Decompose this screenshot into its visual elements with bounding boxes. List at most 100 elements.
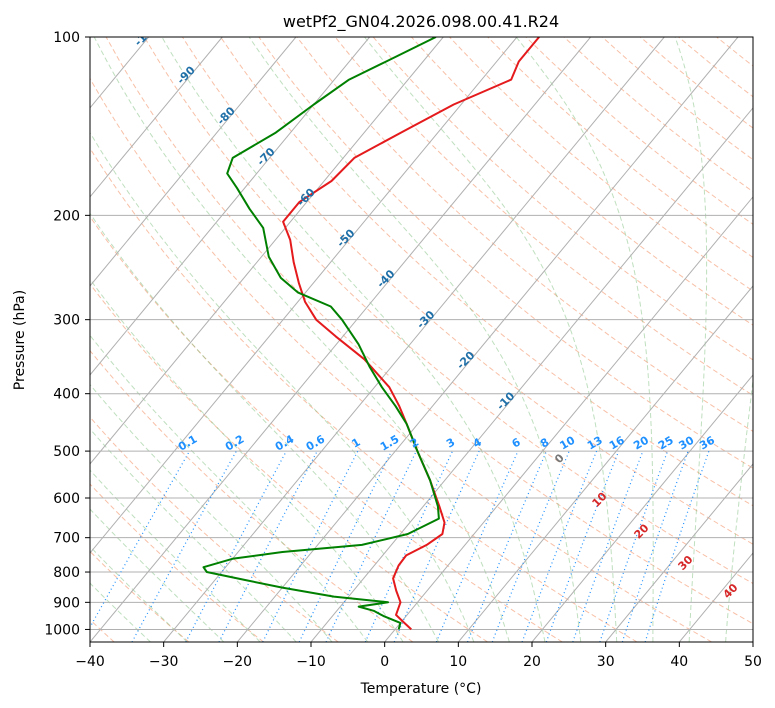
grid-lines [0,37,753,642]
dry-adiabat-label: -50 [334,226,357,249]
y-tick-label: 900 [53,595,80,611]
mixing-ratio-line [644,450,710,642]
isotherm-line [752,641,753,642]
y-axis-label: Pressure (hPa) [12,290,28,390]
isotherm-line [90,37,444,465]
mixing-ratio-line [621,450,689,642]
mixing-ratio-label: 20 [631,433,651,452]
dry-adiabat-line [525,37,753,225]
isotherm-line [163,37,665,642]
mixing-ratio-line [262,450,359,642]
y-tick-label: 1000 [44,622,80,638]
moist-adiabat-line [90,469,261,642]
dry-adiabat-line [258,37,753,469]
dry-adiabat-line [449,37,753,292]
y-axis: 1000 900 800 700 600 500 400 300 200 100 [44,30,90,638]
moist-adiabat-line [161,37,546,642]
moist-adiabat-line [90,131,475,642]
dry-adiabat-line [411,37,753,326]
x-tick-label: −40 [75,654,105,670]
mixing-ratio-label: 25 [656,434,676,453]
dry-adiabat-line [755,37,775,642]
dry-adiabat-label: -10 [494,389,517,412]
x-tick-label: 10 [449,654,467,670]
mixing-ratio-line [131,450,237,642]
mixing-ratio-label: 0.6 [304,432,328,453]
dry-adiabat-label: -80 [215,104,238,127]
dry-adiabat-label: -20 [454,349,477,372]
isotherm-line [90,37,223,198]
dry-adiabat-line [716,37,753,67]
chart-title: wetPf2_GN04.2026.098.00.41.R24 [283,12,559,32]
isotherm-line [90,37,518,554]
plot-frame [89,36,754,643]
x-axis-label: Temperature (°C) [360,681,482,697]
dry-adiabat-label: -90 [175,63,198,86]
isotherm-line [0,37,1,642]
mixing-ratio-label: 30 [676,433,696,452]
isotherm-line [90,37,371,376]
dry-adiabat-line [639,37,753,129]
mixing-ratio-label: 3 [444,436,457,451]
x-tick-label: 30 [597,654,615,670]
mixing-ratio-line [572,450,644,642]
x-tick-label: 50 [744,654,762,670]
dry-adiabat-line [90,483,264,642]
x-tick-label: −20 [223,654,253,670]
dry-adiabat-line [601,37,753,161]
x-tick-label: 0 [380,654,389,670]
dry-adiabat-line [563,37,753,193]
temperature-profile-line [282,37,540,631]
isotherm-line [236,37,739,642]
moist-adiabat-label: 20 [632,521,652,541]
moist-adiabat-line [515,37,654,642]
dry-adiabat-line [181,37,753,545]
mixing-ratio-lines [90,450,710,642]
y-tick-label: 200 [53,208,80,224]
moist-adiabat-label: 10 [590,490,610,510]
moist-adiabat-label: 40 [721,581,741,601]
dry-adiabats [90,37,775,642]
mixing-ratio-label: 2 [408,436,421,451]
dewpoint-profile-line [202,37,440,630]
background-labels: 0.1 0.2 0.4 0.6 1 1.5 2 3 4 6 8 10 13 16 20 25 30 36-100-… [132,37,741,601]
y-tick-label: 700 [53,531,80,547]
x-axis: −40 −30 −20 −10 0 10 20 30 40 50 [75,642,762,670]
y-tick-label: 800 [53,565,80,581]
x-tick-label: −10 [296,654,326,670]
mixing-ratio-label: 10 [558,433,578,452]
dry-adiabat-label: -70 [254,145,277,168]
dry-adiabat-line [90,147,638,642]
mixing-ratio-line [545,450,620,642]
moist-adiabat-line [364,37,618,642]
mixing-ratio-label: 1 [349,436,362,451]
moist-adiabats [90,37,753,642]
mixing-ratio-label: 6 [510,435,523,450]
moist-adiabat-line [90,508,225,642]
dry-adiabat-line [372,37,753,361]
series-group [202,37,540,631]
x-tick-label: 20 [523,654,541,670]
dry-adiabat-line [90,77,712,642]
dry-adiabat-line [105,37,753,625]
mixing-ratio-line [435,450,519,642]
mixing-ratio-label: 16 [607,433,627,452]
y-tick-label: 300 [53,313,80,329]
moist-adiabat-line [90,383,333,642]
plot-area: 0.1 0.2 0.4 0.6 1 1.5 2 3 4 6 8 10 13 16 20 25 30 36-100-… [0,37,775,642]
isotherm-line [90,37,297,287]
moist-adiabat-line [248,37,582,642]
moist-adiabat-line [90,428,297,642]
moist-adiabat-line [90,545,188,642]
moist-adiabat-line [674,37,708,642]
dry-adiabat-label: -30 [414,308,437,331]
dry-adiabat-line [678,37,753,98]
isotherm-line [384,196,753,642]
moist-adiabat-label: 0 [552,451,567,466]
mixing-ratio-label: 1.5 [378,433,401,454]
mixing-ratio-line [185,450,287,642]
isotherm-line [457,285,753,642]
moist-adiabat-line [90,582,151,642]
moist-adiabat-line [90,334,369,642]
